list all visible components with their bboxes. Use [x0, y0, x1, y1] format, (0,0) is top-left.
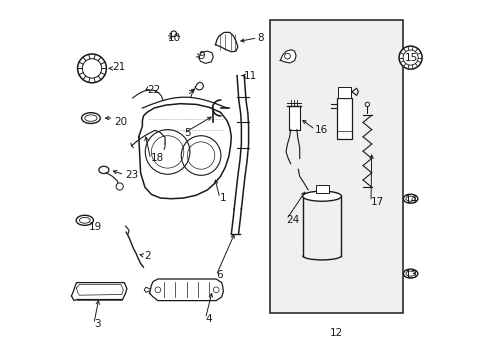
- Polygon shape: [139, 104, 231, 199]
- Text: 21: 21: [112, 62, 125, 72]
- Text: 8: 8: [258, 33, 264, 43]
- Ellipse shape: [403, 269, 418, 278]
- Text: 1: 1: [220, 193, 226, 203]
- Circle shape: [77, 54, 106, 83]
- Text: 13: 13: [405, 270, 418, 280]
- Text: 7: 7: [187, 90, 194, 100]
- Bar: [337, 98, 352, 139]
- Text: 9: 9: [198, 51, 205, 61]
- Text: 2: 2: [144, 251, 151, 261]
- Circle shape: [365, 102, 369, 107]
- Circle shape: [116, 183, 123, 190]
- Text: 23: 23: [125, 170, 139, 180]
- Text: 14: 14: [405, 195, 418, 205]
- Text: 24: 24: [286, 215, 300, 225]
- Text: 18: 18: [151, 153, 164, 163]
- Text: 17: 17: [371, 197, 384, 207]
- Text: 16: 16: [315, 125, 328, 135]
- Circle shape: [171, 31, 176, 37]
- Bar: [316, 185, 328, 193]
- Text: 3: 3: [94, 319, 100, 329]
- Bar: [289, 106, 300, 130]
- Ellipse shape: [303, 191, 342, 201]
- Ellipse shape: [81, 113, 100, 123]
- Text: 20: 20: [115, 117, 128, 127]
- Polygon shape: [280, 50, 296, 63]
- Text: 12: 12: [330, 328, 343, 338]
- Text: 4: 4: [205, 314, 212, 324]
- Text: 15: 15: [405, 53, 418, 63]
- Text: 10: 10: [168, 33, 181, 43]
- Polygon shape: [72, 283, 127, 301]
- Bar: [270, 20, 403, 313]
- Polygon shape: [216, 32, 238, 52]
- Text: 6: 6: [216, 270, 223, 280]
- Text: 22: 22: [147, 85, 160, 95]
- Ellipse shape: [403, 194, 418, 203]
- Text: 5: 5: [184, 128, 191, 138]
- Bar: [338, 87, 351, 98]
- Ellipse shape: [99, 166, 109, 174]
- Polygon shape: [149, 279, 223, 301]
- Polygon shape: [199, 51, 213, 63]
- Circle shape: [399, 46, 422, 69]
- Ellipse shape: [76, 215, 94, 225]
- Polygon shape: [196, 82, 204, 90]
- Text: 11: 11: [245, 71, 258, 81]
- Text: 19: 19: [88, 222, 101, 232]
